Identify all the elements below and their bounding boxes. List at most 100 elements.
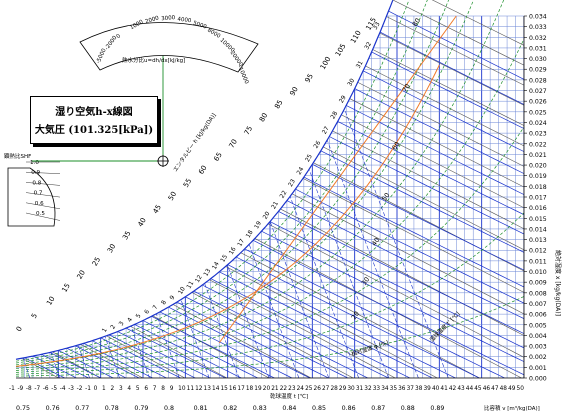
wet-bulb-line xyxy=(227,264,499,378)
grid-under-saturation xyxy=(16,0,524,378)
enthalpy-line xyxy=(257,0,524,378)
enthalpy-line xyxy=(16,0,396,378)
enthalpy-label: 105 xyxy=(334,42,348,58)
rh-label: 50 xyxy=(380,191,391,202)
orange-line-b xyxy=(218,15,457,344)
y-tick-label: 0.015 xyxy=(529,216,547,223)
volume-tick-label: 0.85 xyxy=(312,405,326,412)
wet-bulb-line xyxy=(168,306,347,378)
wet-bulb-label: 3 xyxy=(118,320,126,327)
wet-bulb-line xyxy=(312,163,524,292)
enthalpy-label: 95 xyxy=(304,72,315,84)
wet-bulb-label: 7 xyxy=(152,304,160,311)
rh-curve xyxy=(16,126,524,373)
rh-label: 80 xyxy=(411,17,422,28)
x-tick-label: 49 xyxy=(508,386,516,392)
chart-subtitle: 大気圧 (101.325[kPa]) xyxy=(34,125,154,136)
x-tick-label: 2 xyxy=(111,386,115,392)
shf-title: 顕熱比SHF xyxy=(4,152,31,160)
wet-bulb-line xyxy=(337,121,524,236)
volume-tick-label: 0.81 xyxy=(194,405,208,412)
wet-bulb-label: 24 xyxy=(296,166,306,176)
x-tick-label: 1 xyxy=(102,386,106,392)
enthalpy-line xyxy=(100,0,524,378)
y-tick-label: 0.009 xyxy=(529,280,547,287)
enthalpy-line xyxy=(335,0,524,378)
wet-bulb-label: 13 xyxy=(202,267,212,277)
shf-frame xyxy=(7,167,56,227)
wet-bulb-label: 33 xyxy=(372,21,382,31)
x-tick-label: 23 xyxy=(288,386,296,392)
x-tick-label: 6 xyxy=(144,386,148,392)
x-tick-label: 29 xyxy=(339,386,347,392)
x-tick-label: 16 xyxy=(229,386,237,392)
wet-bulb-label: 14 xyxy=(211,261,221,271)
volume-tick-label: 0.8 xyxy=(164,405,174,412)
enthalpy-label: 0 xyxy=(15,325,24,333)
wet-bulb-label: 21 xyxy=(270,200,280,210)
wet-bulb-line xyxy=(388,10,524,101)
volume-tick-label: 0.79 xyxy=(134,405,148,412)
volume-tick-label: 0.82 xyxy=(223,405,237,412)
y-tick-label: 0.034 xyxy=(529,14,547,21)
wet-bulb-line xyxy=(303,176,524,308)
y-tick-label: 0.016 xyxy=(529,205,547,212)
shf-tick-label: 1.0 xyxy=(30,160,39,166)
x-tick-label: 10 xyxy=(178,386,186,392)
wet-bulb-label: 20 xyxy=(262,210,272,220)
x-tick-label: -3 xyxy=(68,386,74,392)
enthalpy-label: 15 xyxy=(60,282,71,294)
grid-layer xyxy=(16,0,524,378)
x-tick-label: 14 xyxy=(212,386,220,392)
y-tick-label: 0.032 xyxy=(529,35,547,42)
x-tick-label: 41 xyxy=(440,386,448,392)
wet-bulb-label: 1 xyxy=(101,327,109,334)
volume-tick-label: 0.88 xyxy=(401,405,415,412)
enthalpy-label: 10 xyxy=(45,295,56,307)
enthalpy-label: 25 xyxy=(91,256,102,268)
shf-tick xyxy=(25,212,61,221)
x-tick-label: -7 xyxy=(34,386,40,392)
x-tick-label: 9 xyxy=(170,386,174,392)
y-axis-title: 絶対湿度 x [kg/kg(DA)] xyxy=(554,250,562,316)
y-tick-label: 0.013 xyxy=(529,237,547,244)
x-tick-label: 46 xyxy=(483,386,491,392)
y-tick-label: 0.029 xyxy=(529,67,547,74)
wet-bulb-line xyxy=(269,221,524,369)
shf-tick xyxy=(25,202,61,209)
wet-bulb-label: 4 xyxy=(126,316,134,323)
x-tick-label: 44 xyxy=(466,386,474,392)
x-tick-label: 0 xyxy=(94,386,98,392)
x-tick-label: 15 xyxy=(220,386,228,392)
y-tick-label: 0.006 xyxy=(529,312,547,319)
wet-bulb-label: 18 xyxy=(245,229,255,239)
rh-curve xyxy=(16,0,524,364)
wet-bulb-label: 19 xyxy=(253,220,263,230)
y-tick-label: 0.022 xyxy=(529,141,547,148)
enthalpy-label: 100 xyxy=(319,55,333,71)
volume-line xyxy=(274,0,419,378)
volume-tick-label: 0.87 xyxy=(371,405,385,412)
wet-bulb-line xyxy=(329,136,524,256)
x-tick-label: 35 xyxy=(390,386,398,392)
shf-tick xyxy=(25,182,61,186)
y-tick-label: 0.014 xyxy=(529,226,547,233)
wet-bulb-label: 8 xyxy=(160,299,168,306)
orange-curve-a xyxy=(16,64,440,367)
x-tick-label: 4 xyxy=(127,386,131,392)
wet-bulb-line xyxy=(244,248,524,378)
shf-tick xyxy=(25,192,61,198)
y-tick-label: 0.033 xyxy=(529,24,547,31)
x-tick-label: 26 xyxy=(314,386,322,392)
x-tick-label: 43 xyxy=(457,386,465,392)
y-tick-label: 0.026 xyxy=(529,99,547,106)
y-tick-label: 0.030 xyxy=(529,56,547,63)
wet-bulb-label: 9 xyxy=(169,294,177,301)
y-tick-label: 0.019 xyxy=(529,173,547,180)
enthalpy-label: 35 xyxy=(121,230,132,242)
wet-bulb-line xyxy=(379,31,524,126)
x-tick-label: 30 xyxy=(347,386,355,392)
wet-bulb-line xyxy=(362,70,524,173)
